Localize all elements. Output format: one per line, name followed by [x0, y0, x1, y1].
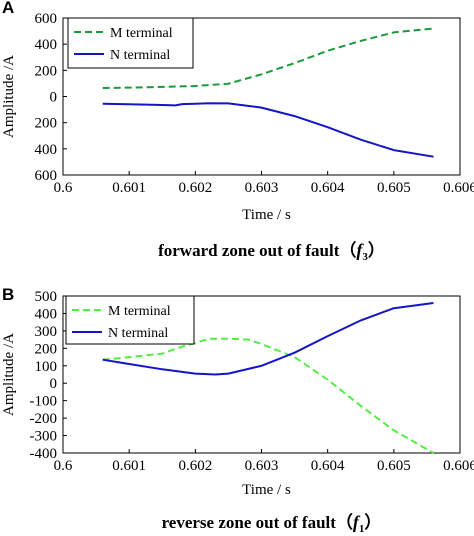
y-tick-label: -300 [30, 429, 58, 445]
x-tick-label: 0.601 [112, 458, 146, 474]
y-tick-label: 300 [35, 324, 58, 340]
series-line-n-terminal [102, 102, 434, 158]
legend-entry: N terminal [110, 48, 170, 63]
panel-letter: A [2, 0, 14, 17]
x-tick-label: 0.604 [311, 458, 345, 474]
x-tick-label: 0.6 [54, 458, 73, 474]
caption-open-paren: （ [336, 512, 353, 532]
caption-text: reverse zone out of fault [162, 513, 337, 532]
x-axis-label: Time / s [242, 207, 291, 223]
caption-text: forward zone out of fault [158, 241, 340, 260]
y-tick-label: 400 [35, 142, 58, 158]
x-tick-label: 0.602 [178, 458, 212, 474]
y-tick-label: 400 [35, 306, 58, 322]
y-tick-label: 500 [35, 289, 58, 305]
x-tick-label: 0.605 [377, 180, 411, 196]
y-tick-label: 200 [35, 63, 58, 79]
y-tick-label: -100 [30, 394, 58, 410]
legend: M terminal N terminal [67, 17, 194, 69]
legend-entry: N terminal [108, 326, 168, 341]
y-tick-label: 0 [50, 90, 58, 106]
x-tick-label: 0.604 [311, 180, 345, 196]
y-tick-label: 0 [50, 376, 58, 392]
caption-symbol: f [353, 512, 361, 532]
x-tick-label: 0.605 [377, 458, 411, 474]
x-tick-label: 0.603 [245, 180, 279, 196]
series-line-n-terminal [102, 302, 434, 376]
series-line-m-terminal [102, 337, 434, 454]
caption-subscript: 3 [362, 251, 368, 263]
caption-subscript: 1 [359, 523, 365, 535]
y-tick-label: -200 [30, 411, 58, 427]
legend-box [65, 295, 195, 345]
y-axis-label: Amplitude /A [1, 333, 17, 416]
x-tick-label: 0.603 [245, 458, 279, 474]
legend: M terminal N terminal [65, 295, 195, 345]
panel-letter: B [2, 285, 14, 304]
legend-box [67, 17, 194, 69]
x-tick-label: 0.601 [112, 180, 146, 196]
y-tick-label: 100 [35, 359, 58, 375]
legend-entry: M terminal [110, 26, 173, 41]
caption-symbol: f [356, 240, 364, 260]
x-tick-label: 0.606 [443, 458, 474, 474]
series-line-m-terminal [102, 27, 434, 89]
y-tick-label: 600 [35, 11, 58, 27]
legend-entry: M terminal [108, 304, 171, 319]
y-axis-label: Amplitude /A [1, 55, 17, 138]
y-tick-label: 200 [35, 116, 58, 132]
x-tick-label: 0.6 [54, 180, 73, 196]
x-tick-label: 0.606 [443, 180, 474, 196]
x-tick-label: 0.602 [178, 180, 212, 196]
caption-open-paren: （ [339, 240, 356, 260]
y-tick-label: 400 [35, 37, 58, 53]
y-tick-label: 600 [35, 168, 58, 184]
panel-caption: forward zone out of fault（f3） [158, 240, 385, 263]
panel-caption: reverse zone out of fault（f1） [162, 512, 382, 535]
y-tick-label: 200 [35, 341, 58, 357]
caption-close-paren: ） [364, 512, 381, 532]
y-tick-label: -400 [30, 446, 58, 462]
x-axis-label: Time / s [242, 482, 291, 498]
caption-close-paren: ） [368, 240, 385, 260]
